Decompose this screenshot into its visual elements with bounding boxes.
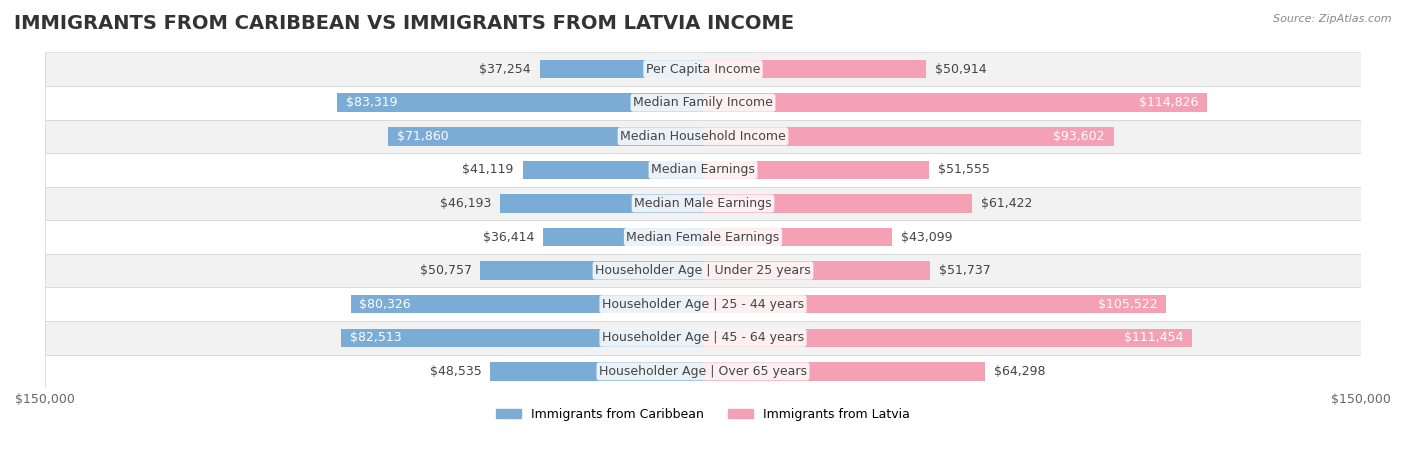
Bar [45, 220, 1361, 254]
Text: $50,914: $50,914 [935, 63, 987, 76]
Text: $111,454: $111,454 [1123, 331, 1184, 344]
Text: $41,119: $41,119 [463, 163, 513, 177]
Bar [703, 161, 929, 179]
Bar [45, 153, 1361, 187]
Bar [45, 52, 1361, 86]
Text: Householder Age | Under 25 years: Householder Age | Under 25 years [595, 264, 811, 277]
Bar [45, 354, 1361, 388]
Bar [45, 86, 1361, 120]
Text: $36,414: $36,414 [484, 231, 534, 244]
Bar [703, 362, 986, 381]
Bar [703, 228, 891, 246]
Bar [703, 194, 973, 212]
Text: Householder Age | 25 - 44 years: Householder Age | 25 - 44 years [602, 297, 804, 311]
Text: Median Male Earnings: Median Male Earnings [634, 197, 772, 210]
Bar [45, 321, 1361, 354]
Text: Householder Age | 45 - 64 years: Householder Age | 45 - 64 years [602, 331, 804, 344]
Text: Source: ZipAtlas.com: Source: ZipAtlas.com [1274, 14, 1392, 24]
Text: $82,513: $82,513 [350, 331, 401, 344]
Bar [703, 262, 929, 280]
Text: $37,254: $37,254 [479, 63, 531, 76]
Bar [45, 187, 1361, 220]
Bar [523, 161, 703, 179]
Bar [543, 228, 703, 246]
Text: $51,737: $51,737 [939, 264, 990, 277]
Text: $64,298: $64,298 [994, 365, 1045, 378]
Bar [388, 127, 703, 146]
Text: $48,535: $48,535 [430, 365, 481, 378]
Text: $43,099: $43,099 [901, 231, 952, 244]
Bar [703, 329, 1192, 347]
Legend: Immigrants from Caribbean, Immigrants from Latvia: Immigrants from Caribbean, Immigrants fr… [491, 403, 915, 425]
Bar [540, 60, 703, 78]
Text: $51,555: $51,555 [938, 163, 990, 177]
Text: IMMIGRANTS FROM CARIBBEAN VS IMMIGRANTS FROM LATVIA INCOME: IMMIGRANTS FROM CARIBBEAN VS IMMIGRANTS … [14, 14, 794, 33]
Bar [501, 194, 703, 212]
Text: Householder Age | Over 65 years: Householder Age | Over 65 years [599, 365, 807, 378]
Bar [703, 127, 1114, 146]
Bar [45, 254, 1361, 287]
Text: $61,422: $61,422 [981, 197, 1032, 210]
Bar [45, 120, 1361, 153]
Bar [342, 329, 703, 347]
Bar [337, 93, 703, 112]
Bar [703, 295, 1166, 313]
Text: $80,326: $80,326 [360, 297, 411, 311]
Text: $71,860: $71,860 [396, 130, 449, 143]
Text: $50,757: $50,757 [419, 264, 471, 277]
Text: $46,193: $46,193 [440, 197, 492, 210]
Bar [703, 93, 1206, 112]
Text: $93,602: $93,602 [1053, 130, 1105, 143]
Bar [45, 287, 1361, 321]
Text: $114,826: $114,826 [1139, 96, 1198, 109]
Text: Median Household Income: Median Household Income [620, 130, 786, 143]
Text: Median Earnings: Median Earnings [651, 163, 755, 177]
Bar [703, 60, 927, 78]
Bar [481, 262, 703, 280]
Text: $105,522: $105,522 [1098, 297, 1157, 311]
Text: $83,319: $83,319 [346, 96, 398, 109]
Text: Median Female Earnings: Median Female Earnings [627, 231, 779, 244]
Text: Median Family Income: Median Family Income [633, 96, 773, 109]
Bar [350, 295, 703, 313]
Bar [491, 362, 703, 381]
Text: Per Capita Income: Per Capita Income [645, 63, 761, 76]
